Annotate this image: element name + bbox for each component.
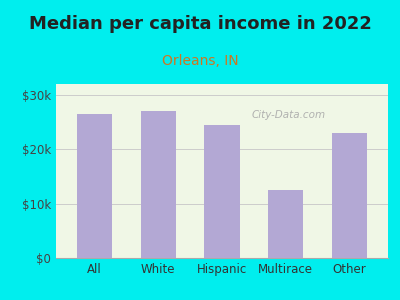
Bar (204, 125, 240, 258)
Text: Orleans, IN: Orleans, IN (162, 54, 238, 68)
Bar (140, 111, 176, 258)
Text: Median per capita income in 2022: Median per capita income in 2022 (28, 15, 372, 33)
Bar (332, 133, 367, 258)
Bar (77, 114, 112, 258)
Text: City-Data.com: City-Data.com (251, 110, 326, 120)
Bar (268, 190, 304, 258)
